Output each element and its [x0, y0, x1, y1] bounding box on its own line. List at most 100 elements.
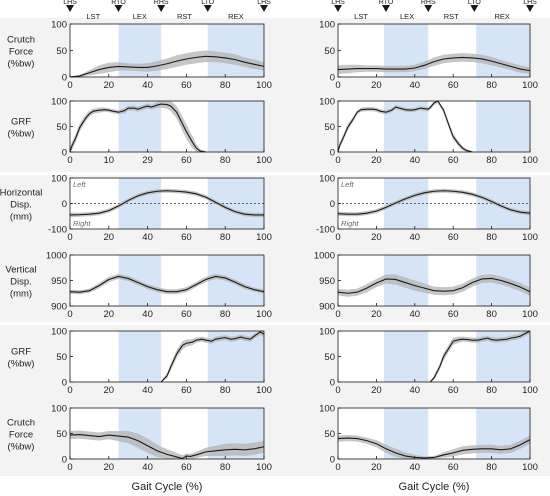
x-tick-label: 20: [371, 385, 382, 396]
phase-marker-triangle: [382, 5, 390, 12]
x-tick-label: 29: [142, 155, 153, 166]
x-tick-label: 20: [104, 80, 115, 91]
x-tick-label: 100: [256, 462, 272, 473]
panel-r3-c0: 0 20 40 60 80 100 900 950 1000: [46, 251, 272, 321]
panel-r4-c0: 0 20 40 60 80 100 0 50 100: [51, 327, 272, 397]
sd-band: [338, 435, 530, 459]
y-tick-label: 0: [330, 199, 335, 210]
x-tick-label: 40: [410, 80, 421, 91]
x-tick-label: 100: [522, 155, 538, 166]
mean-line: [337, 437, 531, 459]
x-tick-label: 40: [142, 232, 153, 243]
sd-band: [430, 331, 530, 382]
x-tick-label: 20: [371, 462, 382, 473]
x-tick-label: 20: [371, 155, 382, 166]
panel-r0-c0: 0 20 40 60 80 100 0 50 100: [51, 20, 272, 92]
x-tick-label: 40: [142, 462, 153, 473]
x-tick-label: 0: [335, 232, 340, 243]
phase-marker-triangle: [114, 5, 123, 12]
phase-band: [207, 101, 264, 152]
x-tick-label: 60: [181, 462, 192, 473]
x-tick-label: 0: [335, 309, 340, 320]
y-tick-label: 0: [62, 455, 67, 466]
y-tick-label: 50: [324, 46, 335, 57]
mean-line: [337, 100, 473, 153]
phase-marker-label: RTO: [111, 0, 126, 6]
phase-marker-label: LTO: [468, 0, 482, 6]
y-tick-label: 0: [330, 455, 335, 466]
y-tick-label: 900: [319, 302, 335, 313]
y-tick-label: 100: [319, 174, 335, 185]
panel-r4-c1: 0 20 40 60 80 100 0 50 100: [319, 327, 538, 397]
phase-name: RST: [177, 12, 192, 21]
x-tick-label: 40: [410, 385, 421, 396]
phase-name: RST: [444, 12, 459, 21]
x-tick-label: 80: [486, 232, 497, 243]
row-backgrounds: [0, 18, 550, 476]
phase-name: LST: [86, 12, 100, 21]
x-tick-label: 40: [410, 309, 421, 320]
x-tick-label: 20: [104, 309, 115, 320]
x-tick-label: 40: [142, 309, 153, 320]
x-tick-label: 60: [181, 232, 192, 243]
phase-band: [476, 101, 530, 152]
x-tick-label: 80: [486, 385, 497, 396]
x-tick-label: 60: [181, 385, 192, 396]
y-tick-label: 100: [51, 174, 67, 185]
x-tick-label: 80: [486, 155, 497, 166]
x-tick-label: 80: [220, 232, 231, 243]
panel-r0-c1: 0 20 40 60 80 100 0 50 100: [319, 20, 538, 92]
phase-marker-triangle: [66, 5, 74, 12]
x-tick-label: 80: [486, 309, 497, 320]
y-axis-label: GRF: [11, 347, 31, 358]
x-tick-label: 100: [522, 385, 538, 396]
y-tick-label: 1000: [46, 251, 67, 262]
x-tick-label: 60: [448, 385, 459, 396]
direction-label-left: Left: [341, 180, 354, 189]
y-tick-label: 50: [324, 122, 335, 133]
y-axis-label: (mm): [10, 289, 32, 300]
phase-band: [384, 331, 429, 382]
y-axis-label: Disp.: [10, 277, 32, 288]
x-tick-label: 0: [67, 385, 72, 396]
y-tick-label: 950: [51, 276, 67, 287]
x-tick-label: 80: [486, 462, 497, 473]
x-tick-label: 0: [335, 385, 340, 396]
phase-name: LEX: [400, 12, 414, 21]
y-axis-label: (%bw): [8, 59, 35, 70]
phase-marker-label: RTO: [379, 0, 394, 6]
x-tick-label: 0: [335, 80, 340, 91]
x-tick-label: 80: [220, 155, 231, 166]
x-tick-label: 0: [67, 80, 72, 91]
x-tick-label: 20: [371, 232, 382, 243]
x-tick-label: 0: [67, 309, 72, 320]
y-axis-label: (mm): [10, 212, 32, 223]
y-tick-label: 50: [56, 429, 67, 440]
y-axis-label: Disp.: [10, 200, 32, 211]
y-tick-label: 50: [56, 352, 67, 363]
x-tick-label: 20: [371, 80, 382, 91]
x-tick-label: 20: [371, 309, 382, 320]
y-tick-label: 50: [56, 46, 67, 57]
x-tick-label: 100: [256, 232, 272, 243]
sd-band: [161, 331, 264, 382]
x-tick-label: 100: [522, 462, 538, 473]
mean-line: [69, 55, 265, 78]
y-tick-label: 100: [319, 404, 335, 415]
y-tick-label: 0: [62, 148, 67, 159]
x-tick-label: 100: [256, 155, 272, 166]
phase-band: [118, 255, 162, 306]
phase-marker-triangle: [424, 5, 433, 12]
x-tick-label: 40: [142, 80, 153, 91]
sd-band: [338, 101, 473, 152]
phase-marker-triangle: [334, 5, 342, 12]
phase-header: LHS RTO RHS LTO LHS LST LEX RST REX LHS RTO RHS LTO L…: [63, 0, 537, 21]
sd-band: [70, 101, 206, 152]
x-tick-label: 60: [448, 309, 459, 320]
y-tick-label: 950: [319, 276, 335, 287]
x-tick-label: 100: [522, 309, 538, 320]
phase-marker-triangle: [260, 5, 268, 12]
